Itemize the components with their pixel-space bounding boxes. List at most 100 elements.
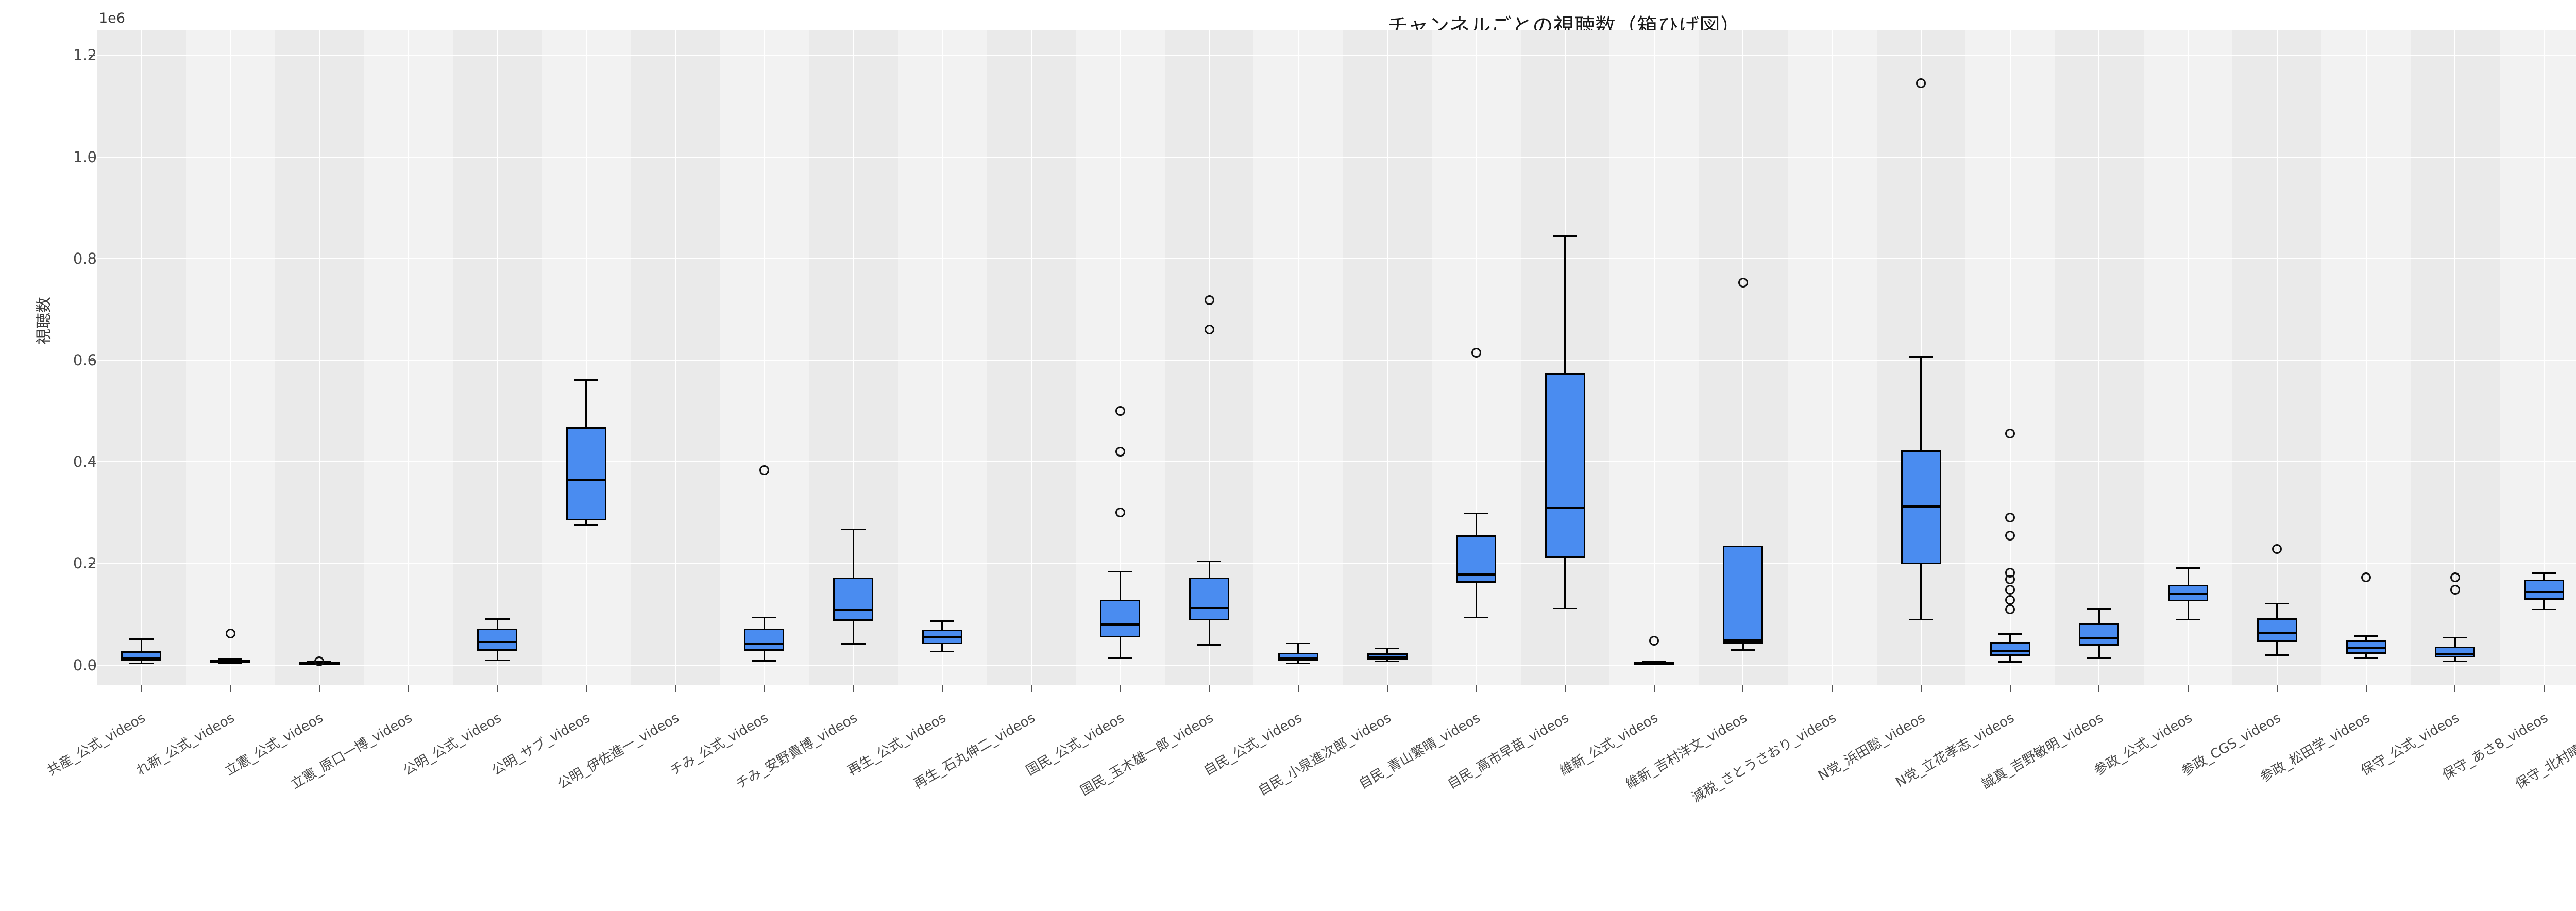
- box-plot[interactable]: [2232, 30, 2321, 685]
- outlier-point: [1115, 446, 1125, 457]
- whisker-cap-upper: [485, 618, 510, 620]
- whisker-cap-upper: [574, 379, 599, 381]
- box-body: [1456, 535, 1497, 583]
- whisker-cap-upper: [2265, 603, 2290, 605]
- whisker-lower: [2365, 653, 2367, 659]
- box-plot[interactable]: [1877, 30, 1966, 685]
- plot-area: [97, 30, 2576, 685]
- whisker-upper: [2543, 572, 2545, 580]
- whisker-cap-upper: [1108, 571, 1132, 573]
- x-tick-mark: [318, 685, 320, 692]
- box-plot[interactable]: [987, 30, 1076, 685]
- whisker-upper: [1920, 356, 1922, 451]
- box-plot[interactable]: [1076, 30, 1165, 685]
- box-body: [121, 651, 162, 661]
- whisker-lower: [496, 650, 498, 661]
- box-plot[interactable]: [809, 30, 898, 685]
- box-plot[interactable]: [1965, 30, 2055, 685]
- whisker-cap-upper: [2176, 567, 2200, 569]
- box-body: [1100, 600, 1141, 638]
- box-plot[interactable]: [1432, 30, 1521, 685]
- box-median-line: [2523, 590, 2564, 593]
- gridline-vertical: [1120, 30, 1121, 685]
- whisker-cap-upper: [841, 529, 866, 531]
- box-plot[interactable]: [1253, 30, 1343, 685]
- gridline-horizontal: [97, 461, 2576, 463]
- box-plot[interactable]: [1521, 30, 1610, 685]
- whisker-cap-upper: [1909, 356, 1934, 358]
- y-tick-mark: [89, 156, 95, 158]
- x-tick-mark: [2098, 685, 2100, 692]
- box-plot[interactable]: [1699, 30, 1788, 685]
- box-plot[interactable]: [2411, 30, 2500, 685]
- box-median-line: [922, 636, 962, 638]
- whisker-cap-upper: [2354, 635, 2378, 637]
- gridline-vertical: [318, 30, 320, 685]
- x-tick-mark: [141, 685, 142, 692]
- gridline-vertical: [1832, 30, 1833, 685]
- gridline-vertical: [1476, 30, 1477, 685]
- gridline-horizontal: [97, 563, 2576, 564]
- whisker-upper: [1475, 512, 1477, 536]
- x-tick-mark: [1476, 685, 1477, 692]
- box-plot[interactable]: [2055, 30, 2144, 685]
- box-plot[interactable]: [1165, 30, 1254, 685]
- gridline-vertical: [497, 30, 498, 685]
- box-plot[interactable]: [542, 30, 631, 685]
- box-plot[interactable]: [1788, 30, 1877, 685]
- box-plot[interactable]: [1343, 30, 1432, 685]
- whisker-lower: [1475, 582, 1477, 618]
- box-plot[interactable]: [453, 30, 542, 685]
- box-body: [2523, 579, 2564, 600]
- box-plot[interactable]: [898, 30, 987, 685]
- whisker-lower: [2009, 655, 2011, 663]
- whisker-upper: [1386, 648, 1388, 653]
- gridline-vertical: [674, 30, 676, 685]
- x-tick-mark: [2276, 685, 2278, 692]
- box-plot[interactable]: [97, 30, 186, 685]
- whisker-cap-upper: [1375, 648, 1399, 650]
- y-tick-label: 0.8: [73, 249, 97, 267]
- x-tick-label: 公明_公式_videos: [400, 710, 504, 779]
- whisker-upper: [585, 379, 587, 428]
- box-body: [833, 577, 874, 621]
- whisker-upper: [1297, 643, 1299, 653]
- box-plot[interactable]: [364, 30, 453, 685]
- whisker-lower: [2454, 657, 2456, 662]
- whisker-upper: [496, 618, 498, 629]
- box-plot[interactable]: [2500, 30, 2576, 685]
- whisker-cap-lower: [1998, 661, 2023, 663]
- box-plot[interactable]: [631, 30, 720, 685]
- whisker-upper: [852, 529, 854, 578]
- whisker-cap-lower: [574, 524, 599, 526]
- gridline-vertical: [853, 30, 854, 685]
- whisker-upper: [2098, 608, 2100, 623]
- x-tick-mark: [1565, 685, 1566, 692]
- box-median-line: [833, 609, 874, 612]
- gridline-vertical: [2276, 30, 2278, 685]
- box-plot[interactable]: [2144, 30, 2233, 685]
- gridline-vertical: [1297, 30, 1299, 685]
- box-body: [477, 628, 518, 651]
- box-plot[interactable]: [186, 30, 275, 685]
- outlier-point: [1115, 406, 1125, 416]
- outlier-point: [2005, 530, 2015, 541]
- x-tick-mark: [764, 685, 765, 692]
- y-tick-mark: [89, 359, 95, 361]
- gridline-vertical: [1209, 30, 1210, 685]
- whisker-cap-lower: [1286, 662, 1311, 664]
- box-body: [1723, 545, 1764, 644]
- box-plot[interactable]: [2321, 30, 2411, 685]
- gridline-vertical: [230, 30, 231, 685]
- gridline-horizontal: [97, 156, 2576, 158]
- box-plot[interactable]: [1609, 30, 1699, 685]
- box-plot[interactable]: [275, 30, 364, 685]
- box-plot[interactable]: [720, 30, 809, 685]
- box-median-line: [744, 643, 785, 645]
- whisker-cap-lower: [1108, 657, 1132, 659]
- y-tick-label: 0.0: [73, 656, 97, 674]
- whisker-cap-lower: [485, 659, 510, 661]
- x-tick-label: 参政_公式_videos: [2091, 710, 2195, 779]
- outlier-point: [314, 656, 325, 667]
